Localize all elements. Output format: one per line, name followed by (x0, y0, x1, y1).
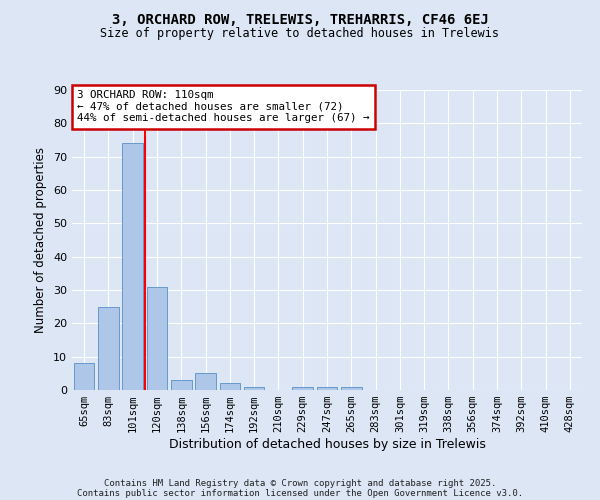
Text: Contains public sector information licensed under the Open Government Licence v3: Contains public sector information licen… (77, 488, 523, 498)
Bar (341, 386, 362, 390)
Bar (220, 384, 240, 390)
Bar (292, 386, 313, 390)
Bar (74, 364, 94, 390)
Text: 3, ORCHARD ROW, TRELEWIS, TREHARRIS, CF46 6EJ: 3, ORCHARD ROW, TRELEWIS, TREHARRIS, CF4… (112, 12, 488, 26)
Bar (146, 286, 167, 390)
Bar (317, 386, 337, 390)
Y-axis label: Number of detached properties: Number of detached properties (34, 147, 47, 333)
Text: 3 ORCHARD ROW: 110sqm
← 47% of detached houses are smaller (72)
44% of semi-deta: 3 ORCHARD ROW: 110sqm ← 47% of detached … (77, 90, 370, 123)
Text: Size of property relative to detached houses in Trelewis: Size of property relative to detached ho… (101, 28, 499, 40)
Bar (195, 374, 216, 390)
Bar (171, 380, 191, 390)
X-axis label: Distribution of detached houses by size in Trelewis: Distribution of detached houses by size … (169, 438, 485, 451)
Bar (98, 306, 119, 390)
Text: Contains HM Land Registry data © Crown copyright and database right 2025.: Contains HM Land Registry data © Crown c… (104, 478, 496, 488)
Bar (122, 144, 143, 390)
Bar (244, 386, 265, 390)
